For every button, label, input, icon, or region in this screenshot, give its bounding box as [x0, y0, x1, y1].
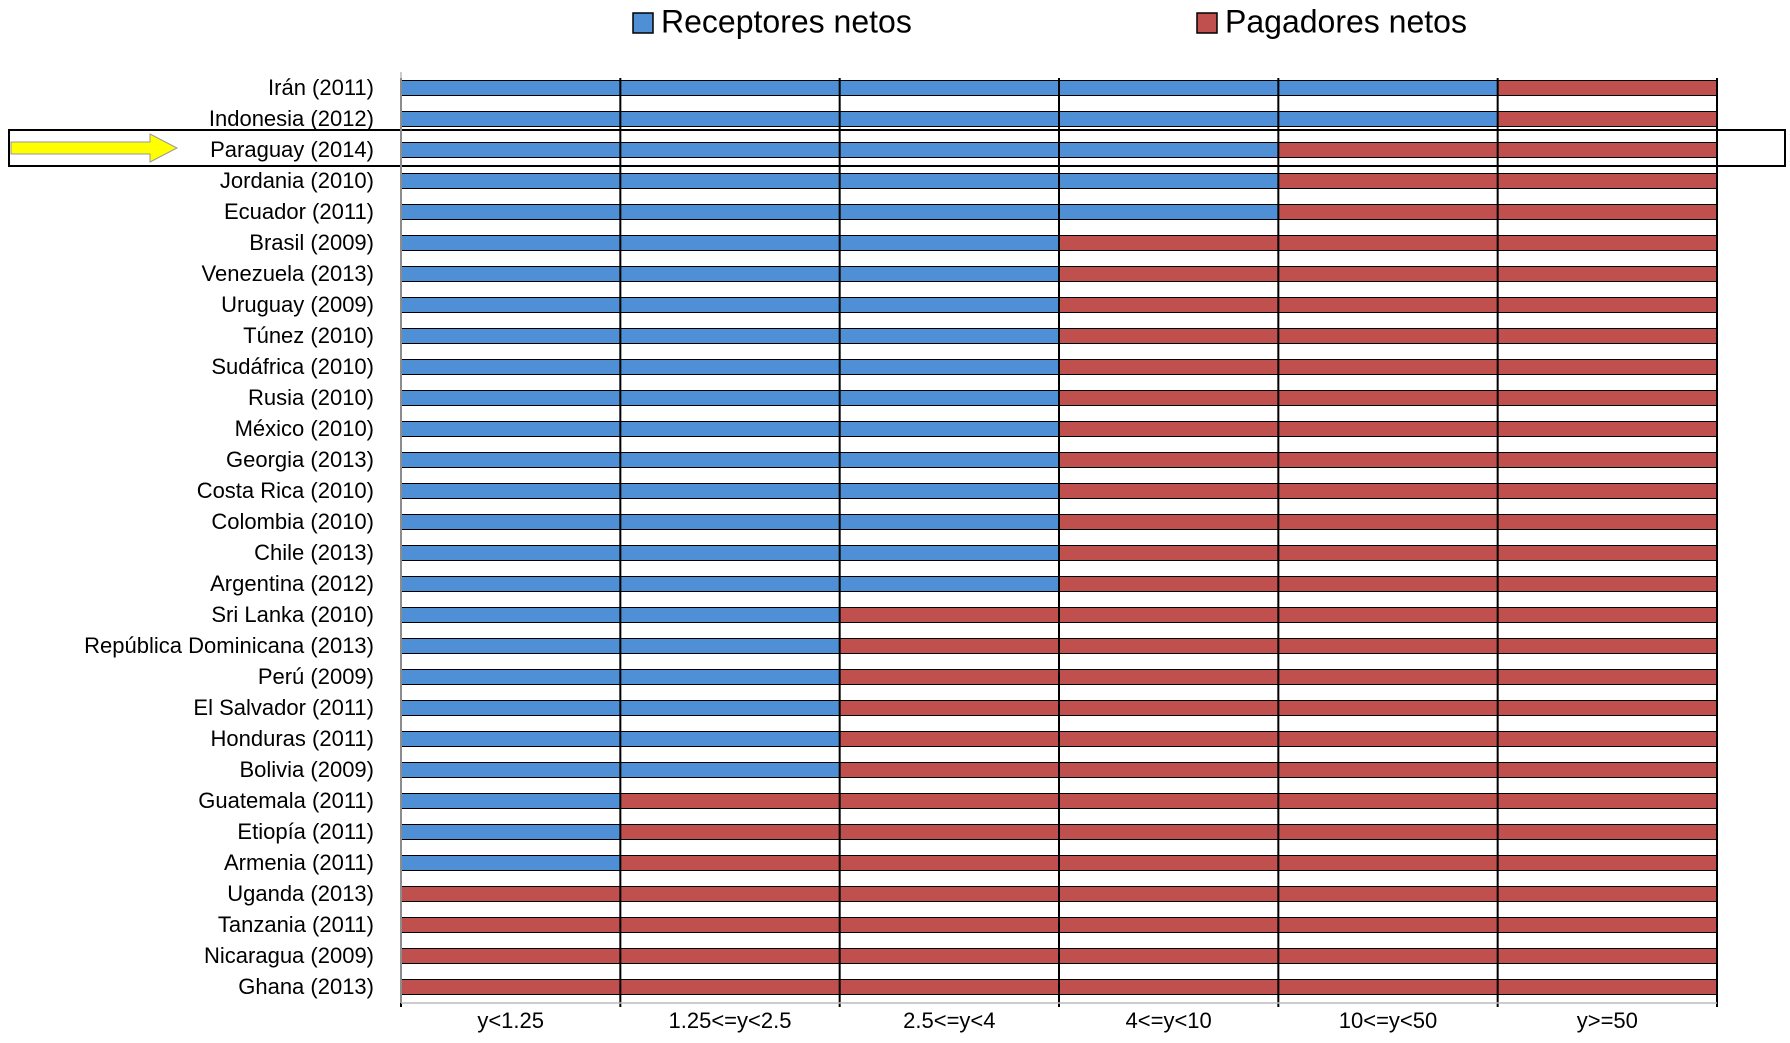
bar-segment [400, 483, 1060, 499]
bar-segment [400, 824, 621, 840]
bar-segment [1058, 297, 1718, 313]
bar-segment [1058, 390, 1718, 406]
bar-segment [1497, 111, 1718, 127]
bar-segment [1058, 514, 1718, 530]
bar-segment [1058, 359, 1718, 375]
bar-segment [619, 824, 1718, 840]
y-tick-label: Perú (2009) [258, 664, 374, 689]
y-tick-label: Honduras (2011) [211, 726, 374, 751]
y-tick-label: Brasil (2009) [249, 230, 374, 255]
bar-segment [1058, 421, 1718, 437]
y-tick-label: Sudáfrica (2010) [211, 354, 374, 379]
x-band-label: 2.5<=y<4 [903, 1008, 995, 1033]
y-tick-label: Chile (2013) [254, 540, 374, 565]
y-tick-label: Túnez (2010) [243, 323, 374, 348]
legend-label: Pagadores netos [1225, 3, 1467, 39]
y-tick-label: El Salvador (2011) [193, 695, 374, 720]
y-tick-label: Costa Rica (2010) [197, 478, 374, 503]
y-tick-label: Nicaragua (2009) [204, 943, 374, 968]
bar-segment [400, 452, 1060, 468]
bar-segment [400, 514, 1060, 530]
bar-segment [400, 793, 621, 809]
y-tick-label: Etiopía (2011) [237, 819, 374, 844]
x-band-label: 10<=y<50 [1339, 1008, 1437, 1033]
y-tick-label: Georgia (2013) [226, 447, 374, 472]
bar-segment [1058, 483, 1718, 499]
y-tick-label: Uganda (2013) [227, 881, 374, 906]
bar-segment [1497, 80, 1718, 96]
bar-segment [400, 359, 1060, 375]
y-tick-label: Sri Lanka (2010) [211, 602, 374, 627]
x-band-label: 4<=y<10 [1126, 1008, 1212, 1033]
legend-swatch [1196, 12, 1218, 34]
bar-segment [1058, 328, 1718, 344]
bar-segment [1058, 545, 1718, 561]
y-tick-label: Ecuador (2011) [224, 199, 374, 224]
y-tick-label: México (2010) [235, 416, 374, 441]
bar-segment [400, 421, 1060, 437]
y-tick-label: Venezuela (2013) [202, 261, 374, 286]
bar-segment [400, 266, 1060, 282]
legend-label: Receptores netos [661, 3, 912, 39]
bar-segment [400, 576, 1060, 592]
y-tick-label: Paraguay (2014) [210, 137, 374, 162]
highlight-box [8, 129, 1786, 167]
y-tick-label: Ghana (2013) [238, 974, 374, 999]
bar-segment [400, 855, 621, 871]
y-tick-label: Argentina (2012) [210, 571, 374, 596]
y-tick-label: Irán (2011) [268, 75, 374, 100]
bar-segment [400, 80, 1499, 96]
bar-segment [1058, 266, 1718, 282]
x-band-label: 1.25<=y<2.5 [669, 1008, 792, 1033]
y-tick-label: Armenia (2011) [224, 850, 374, 875]
bar-segment [400, 545, 1060, 561]
highlight-arrow [10, 133, 179, 163]
y-tick-label: Uruguay (2009) [221, 292, 374, 317]
bar-segment [1058, 576, 1718, 592]
y-tick-label: República Dominicana (2013) [84, 633, 374, 658]
bar-segment [619, 855, 1718, 871]
bar-segment [1058, 452, 1718, 468]
x-band-label: y>=50 [1577, 1008, 1638, 1033]
bar-segment [400, 297, 1060, 313]
bar-segment [400, 390, 1060, 406]
y-tick-label: Guatemala (2011) [198, 788, 374, 813]
bar-segment [400, 235, 1060, 251]
y-tick-label: Colombia (2010) [211, 509, 374, 534]
y-tick-label: Indonesia (2012) [209, 106, 374, 131]
x-band-label: y<1.25 [477, 1008, 544, 1033]
y-tick-label: Bolivia (2009) [239, 757, 374, 782]
bar-segment [400, 111, 1499, 127]
y-tick-label: Rusia (2010) [248, 385, 374, 410]
bar-segment [1058, 235, 1718, 251]
y-tick-label: Tanzania (2011) [218, 912, 374, 937]
legend-swatch [632, 12, 654, 34]
bar-segment [619, 793, 1718, 809]
y-tick-label: Jordania (2010) [220, 168, 374, 193]
bar-segment [400, 328, 1060, 344]
